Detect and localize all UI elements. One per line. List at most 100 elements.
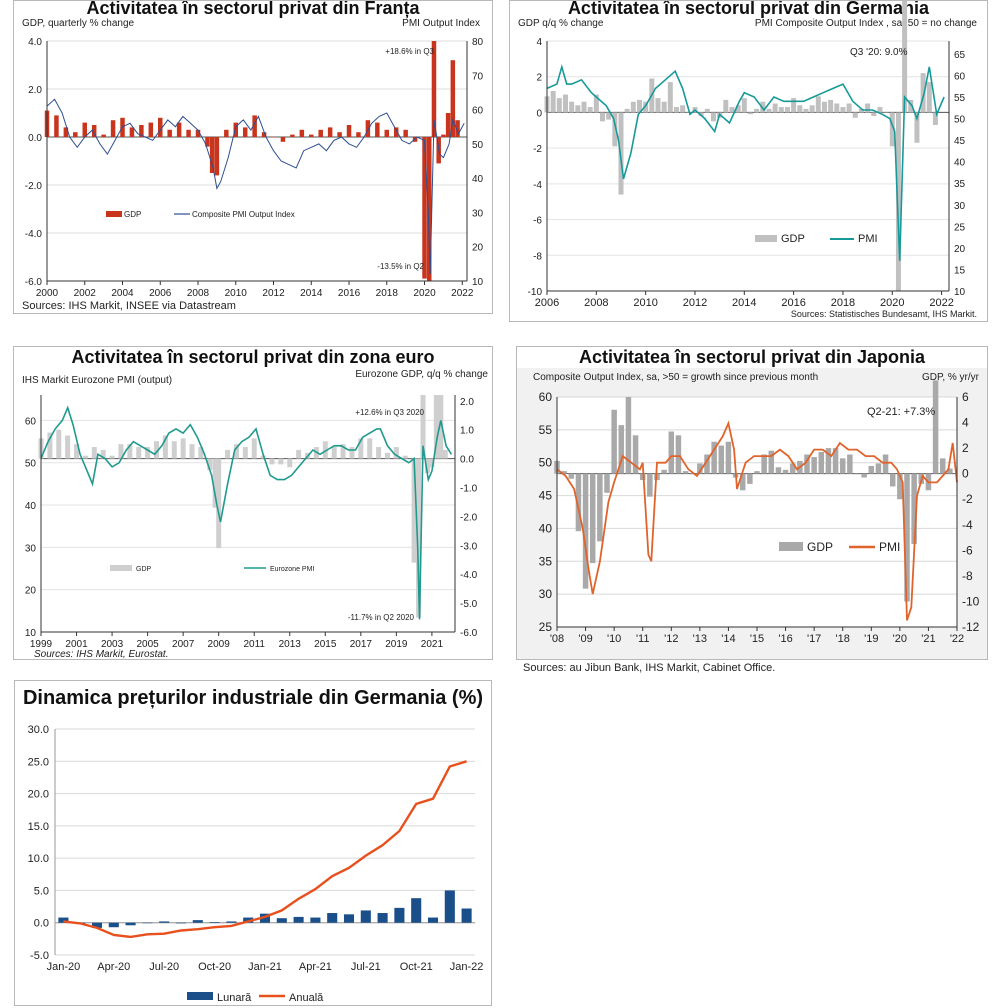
monthly-bar <box>360 910 371 923</box>
gdp-bar <box>821 101 827 113</box>
gdp-bar <box>290 134 295 137</box>
gdp-bar <box>358 438 364 459</box>
gdp-bar <box>612 112 618 147</box>
monthly-bar <box>142 922 153 924</box>
gdp-bar <box>54 115 59 137</box>
gdp-bar <box>82 455 88 459</box>
x-tick-label: '08 <box>550 633 564 645</box>
gdp-bar <box>127 444 133 459</box>
gdp-bar <box>861 473 867 478</box>
x-tick-label: '09 <box>578 633 592 645</box>
gdp-bar <box>932 112 938 125</box>
gdp-bar <box>167 129 172 137</box>
gdp-bar <box>575 105 581 113</box>
x-tick-label: 2003 <box>101 639 124 650</box>
gdp-bar <box>74 444 80 459</box>
chart-title: Activitatea în sectorul privat din Franț… <box>86 0 420 18</box>
gdp-bar <box>337 132 342 137</box>
right-tick-label: 30 <box>472 208 484 219</box>
x-tick-label: '21 <box>921 633 935 645</box>
gdp-bar <box>139 125 144 137</box>
x-tick-label: 2010 <box>225 288 248 299</box>
left-axis-label: GDP, quarterly % change <box>22 18 135 29</box>
gdp-bar <box>825 448 832 474</box>
legend-swatch <box>110 565 132 571</box>
pmi-line <box>40 405 453 620</box>
x-tick-label: 2018 <box>376 288 399 299</box>
x-tick-label: Jan-22 <box>450 961 484 973</box>
right-tick-label: -4 <box>962 518 973 532</box>
monthly-bar <box>209 922 220 923</box>
x-tick-label: 2020 <box>413 288 436 299</box>
right-tick-label: 20 <box>472 243 484 254</box>
gdp-bar <box>158 117 163 137</box>
gdp-bar <box>834 103 840 113</box>
legend-label: Anuală <box>289 992 324 1004</box>
gdp-bar <box>349 447 355 459</box>
gdp-bar <box>100 449 106 459</box>
gdp-bar <box>828 99 834 113</box>
x-tick-label: 2008 <box>187 288 210 299</box>
pmi-line <box>546 63 945 261</box>
gdp-bar <box>296 449 302 459</box>
gdp-bar <box>176 122 182 137</box>
gdp-bar <box>278 458 284 465</box>
gdp-bar <box>216 458 222 549</box>
gdp-bar <box>697 463 703 474</box>
monthly-bar <box>461 908 472 923</box>
gdp-bar <box>698 112 704 116</box>
gdp-bar <box>877 107 883 113</box>
gdp-bar <box>331 447 337 459</box>
left-tick-label: 0 <box>536 108 542 119</box>
gdp-bar <box>729 107 735 113</box>
right-axis-label: PMI Output Index <box>402 18 480 29</box>
gdp-bar <box>789 463 796 474</box>
gdp-bar <box>902 1 908 113</box>
right-tick-label: 50 <box>954 115 966 126</box>
pmi-line <box>556 420 958 621</box>
left-tick-label: 50 <box>25 459 37 470</box>
right-tick-label: 10 <box>472 277 484 288</box>
gdp-bar <box>723 99 729 113</box>
x-tick-label: 2006 <box>149 288 172 299</box>
x-tick-label: 2001 <box>65 639 88 650</box>
gdp-bar <box>403 129 408 137</box>
gdp-bar <box>171 441 177 459</box>
legend-swatch <box>106 211 122 217</box>
x-tick-label: '14 <box>721 633 735 645</box>
gdp-bar <box>376 447 382 459</box>
legend-label: PMI <box>858 233 878 245</box>
gdp-bar <box>550 91 556 113</box>
x-tick-label: '18 <box>836 633 850 645</box>
monthly-bar <box>159 921 170 923</box>
chart-plot-japan: 60 55 50 45 40 35 30 25 6 4 2 0 -2 -4 -6 -8 -10 -12 '08 '09… <box>539 380 980 645</box>
gdp-bar <box>847 454 853 474</box>
left-axis-label: Composite Output Index, sa, >50 = growth… <box>533 372 819 383</box>
right-tick-label: 2.0 <box>460 397 474 408</box>
right-axis-label: GDP, % yr/yr <box>921 372 979 383</box>
right-tick-label: 60 <box>472 106 484 117</box>
gdp-bar <box>562 94 568 113</box>
gdp-bar <box>367 438 373 459</box>
gdp-bar <box>420 395 426 459</box>
right-tick-label: -10 <box>962 594 980 608</box>
legend-label: GDP <box>124 210 141 219</box>
right-tick-label: 6 <box>962 390 969 404</box>
left-tick-label: 30 <box>539 587 553 601</box>
chart-panel-germany: Activitatea în sectorul privat din Germa… <box>509 0 988 322</box>
right-tick-label: -8 <box>962 569 973 583</box>
gdp-bar <box>186 129 191 137</box>
y-tick-label: 20.0 <box>28 789 49 801</box>
left-tick-label: 40 <box>25 501 37 512</box>
gdp-bar <box>214 137 220 176</box>
left-axis-label: IHS Markit Eurozone PMI (output) <box>22 375 173 386</box>
gdp-bar <box>109 455 115 459</box>
gdp-bar <box>904 473 910 602</box>
x-tick-label: Jul-20 <box>149 961 179 973</box>
monthly-bar <box>243 917 254 923</box>
right-tick-label: 15 <box>954 265 966 276</box>
x-tick-label: 2019 <box>385 639 408 650</box>
gdp-bar <box>269 458 275 465</box>
right-tick-label: 80 <box>472 37 484 48</box>
left-tick-label: 50 <box>539 456 553 470</box>
